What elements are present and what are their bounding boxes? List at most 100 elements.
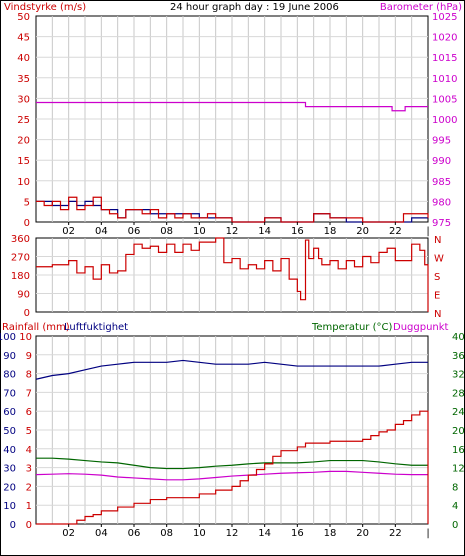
wind-tick-label: 15 — [17, 156, 30, 167]
dewpoint-axis-label: Duggpunkt — [393, 322, 449, 333]
temperature-line — [36, 457, 428, 470]
temperature-tick-label: 8 — [452, 482, 458, 493]
x-tick-label: 20 — [356, 528, 369, 539]
x-tick-label: 14 — [258, 226, 271, 237]
x-tick-label: 20 — [356, 226, 369, 237]
direction-tick-label: 180 — [11, 271, 30, 282]
temperature-tick-label: 36 — [452, 351, 465, 362]
temperature-tick-label: 28 — [452, 388, 465, 399]
x-tick-label: 08 — [160, 528, 173, 539]
temperature-tick-label: 4 — [452, 501, 458, 512]
humidity-tick-label: 20 — [3, 482, 16, 493]
rainfall-line — [36, 410, 429, 525]
wind-direction-line — [36, 237, 429, 312]
humidity-tick-label: 10 — [3, 501, 16, 512]
humidity-axis-label: Luftfuktighet — [64, 322, 128, 333]
x-tick-label: 10 — [193, 528, 206, 539]
x-tick-label: 04 — [95, 528, 108, 539]
x-tick-label: 18 — [324, 528, 337, 539]
barometer-tick-label: 1010 — [432, 74, 457, 85]
x-tick-label: | — [426, 528, 429, 539]
x-tick-label: 18 — [324, 226, 337, 237]
humidity-tick-label: 100 — [0, 332, 16, 343]
barometer-tick-label: 990 — [432, 156, 451, 167]
graph-title: 24 hour graph day : 19 June 2006 — [170, 2, 339, 13]
x-tick-label: 22 — [389, 528, 402, 539]
compass-label: E — [434, 291, 440, 302]
barometer-tick-label: 1025 — [432, 12, 457, 23]
compass-label: N — [434, 235, 441, 246]
compass-label: W — [434, 254, 444, 265]
compass-label: S — [434, 272, 440, 283]
wind-tick-label: 30 — [17, 94, 30, 105]
x-tick-label: 16 — [291, 226, 304, 237]
x-tick-label: 10 — [193, 226, 206, 237]
temperature-tick-label: 32 — [452, 370, 465, 381]
humidity-tick-label: 0 — [10, 520, 16, 531]
wind-tick-label: 35 — [17, 74, 30, 85]
temperature-tick-label: 20 — [452, 426, 465, 437]
x-tick-label: 22 — [389, 226, 402, 237]
compass-label: N — [434, 309, 441, 320]
rainfall-axis-label: Rainfall (mm) — [2, 322, 70, 333]
temperature-axis-label: Temperatur (°C) — [311, 322, 392, 333]
temperature-tick-label: 40 — [452, 332, 465, 343]
rainfall-tick-label: 0 — [26, 520, 32, 531]
rainfall-tick-label: 5 — [26, 426, 32, 437]
barometer-tick-label: 1020 — [432, 33, 457, 44]
rainfall-tick-label: 1 — [26, 501, 32, 512]
barometer-line — [36, 101, 428, 112]
x-tick-label: 06 — [128, 528, 141, 539]
wind-tick-label: 25 — [17, 115, 30, 126]
barometer-tick-label: 995 — [432, 136, 451, 147]
x-tick-label: 02 — [62, 528, 75, 539]
x-tick-label: 04 — [95, 226, 108, 237]
x-tick-label: 14 — [258, 528, 271, 539]
x-tick-label: 16 — [291, 528, 304, 539]
direction-tick-label: 0 — [24, 308, 30, 319]
barometer-tick-label: 975 — [432, 218, 451, 229]
humidity-tick-label: 40 — [3, 445, 16, 456]
humidity-tick-label: 90 — [3, 351, 16, 362]
humidity-tick-label: 30 — [3, 464, 16, 475]
temperature-tick-label: 12 — [452, 464, 465, 475]
barometer-tick-label: 980 — [432, 197, 451, 208]
humidity-line — [35, 359, 428, 380]
barometer-axis-label: Barometer (hPa) — [380, 2, 462, 13]
rainfall-tick-label: 9 — [26, 351, 32, 362]
temperature-tick-label: 0 — [452, 520, 458, 531]
wind-mean-line — [36, 196, 429, 223]
barometer-tick-label: 1000 — [432, 115, 457, 126]
humidity-tick-label: 60 — [3, 407, 16, 418]
rainfall-tick-label: 10 — [19, 332, 32, 343]
direction-tick-label: 360 — [11, 234, 30, 245]
x-tick-label: 12 — [226, 528, 239, 539]
barometer-tick-label: 985 — [432, 177, 451, 188]
humidity-tick-label: 80 — [3, 370, 16, 381]
direction-tick-label: 90 — [17, 290, 30, 301]
wind-tick-label: 5 — [24, 197, 30, 208]
temperature-tick-label: 16 — [452, 445, 465, 456]
x-tick-label: 12 — [226, 226, 239, 237]
rainfall-tick-label: 2 — [26, 482, 32, 493]
wind-tick-label: 40 — [17, 53, 30, 64]
x-tick-label: 06 — [128, 226, 141, 237]
wind-tick-label: 45 — [17, 33, 30, 44]
rainfall-tick-label: 7 — [26, 388, 32, 399]
dewpoint-line — [35, 470, 428, 481]
wind-tick-label: 20 — [17, 136, 30, 147]
barometer-tick-label: 1005 — [432, 94, 457, 105]
x-tick-label: 02 — [62, 226, 75, 237]
temperature-tick-label: 24 — [452, 407, 465, 418]
wind-axis-label: Vindstyrke (m/s) — [4, 2, 86, 13]
rainfall-tick-label: 3 — [26, 464, 32, 475]
humidity-tick-label: 50 — [3, 426, 16, 437]
rainfall-tick-label: 6 — [26, 407, 32, 418]
x-tick-label: | — [426, 226, 429, 237]
direction-tick-label: 270 — [11, 253, 30, 264]
x-tick-label: 08 — [160, 226, 173, 237]
humidity-tick-label: 70 — [3, 388, 16, 399]
wind-tick-label: 50 — [17, 12, 30, 23]
barometer-tick-label: 1015 — [432, 53, 457, 64]
